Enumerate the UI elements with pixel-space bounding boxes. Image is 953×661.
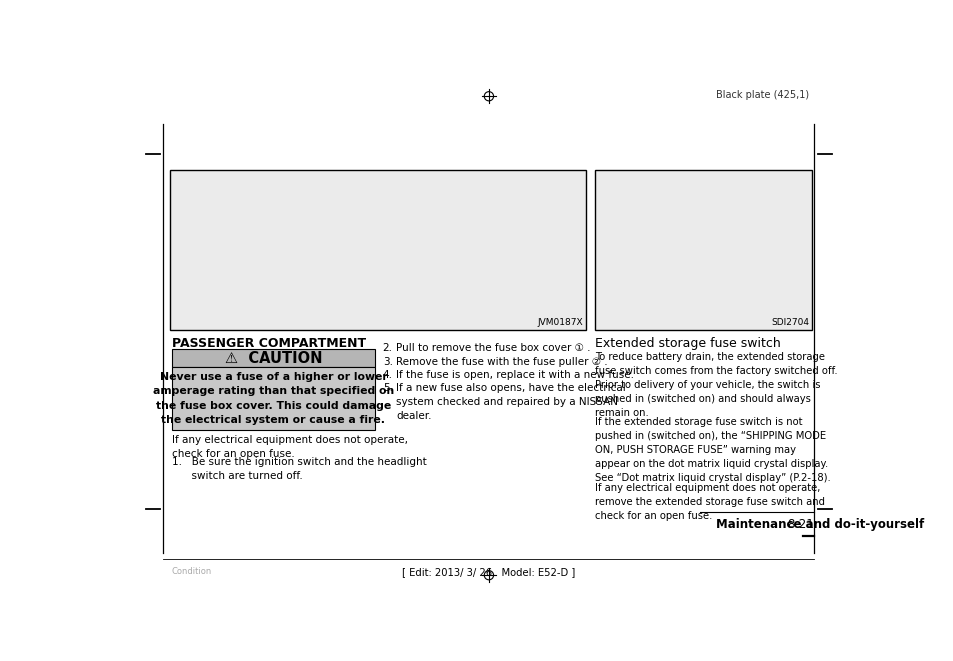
Text: JVM0187X: JVM0187X bbox=[537, 318, 582, 327]
Text: 4.: 4. bbox=[382, 370, 393, 380]
Text: PASSENGER COMPARTMENT: PASSENGER COMPARTMENT bbox=[172, 336, 366, 350]
Text: Remove the fuse with the fuse puller ② .: Remove the fuse with the fuse puller ② . bbox=[395, 356, 607, 366]
Text: If the fuse is open, replace it with a new fuse.: If the fuse is open, replace it with a n… bbox=[395, 370, 633, 380]
Text: 8-21: 8-21 bbox=[787, 518, 814, 531]
Text: If any electrical equipment does not operate,
remove the extended storage fuse s: If any electrical equipment does not ope… bbox=[595, 483, 824, 521]
Text: SDI2704: SDI2704 bbox=[770, 318, 808, 327]
Text: Maintenance and do-it-yourself: Maintenance and do-it-yourself bbox=[716, 518, 923, 531]
Text: If any electrical equipment does not operate,
check for an open fuse.: If any electrical equipment does not ope… bbox=[172, 435, 408, 459]
Text: 2.: 2. bbox=[382, 342, 393, 353]
Text: Black plate (425,1): Black plate (425,1) bbox=[715, 90, 808, 100]
Text: To reduce battery drain, the extended storage
fuse switch comes from the factory: To reduce battery drain, the extended st… bbox=[595, 352, 837, 418]
Text: 3.: 3. bbox=[382, 356, 393, 366]
Text: 5.: 5. bbox=[382, 383, 393, 393]
Text: ⚠  CAUTION: ⚠ CAUTION bbox=[225, 350, 322, 366]
Bar bbox=[172, 368, 375, 430]
Text: Pull to remove the fuse box cover ① .: Pull to remove the fuse box cover ① . bbox=[395, 342, 590, 353]
Bar bbox=[172, 349, 375, 368]
Text: Condition: Condition bbox=[172, 566, 212, 576]
Text: Extended storage fuse switch: Extended storage fuse switch bbox=[595, 336, 781, 350]
Text: 1.   Be sure the ignition switch and the headlight
      switch are turned off.: 1. Be sure the ignition switch and the h… bbox=[172, 457, 426, 481]
Bar bbox=[595, 170, 811, 330]
Text: If a new fuse also opens, have the electrical
system checked and repaired by a N: If a new fuse also opens, have the elect… bbox=[395, 383, 625, 422]
Text: Never use a fuse of a higher or lower
amperage rating than that specified on
the: Never use a fuse of a higher or lower am… bbox=[152, 372, 394, 425]
Text: [ Edit: 2013/ 3/ 26   Model: E52-D ]: [ Edit: 2013/ 3/ 26 Model: E52-D ] bbox=[402, 566, 575, 577]
Bar bbox=[170, 170, 585, 330]
Text: If the extended storage fuse switch is not
pushed in (switched on), the “SHIPPIN: If the extended storage fuse switch is n… bbox=[595, 416, 830, 483]
